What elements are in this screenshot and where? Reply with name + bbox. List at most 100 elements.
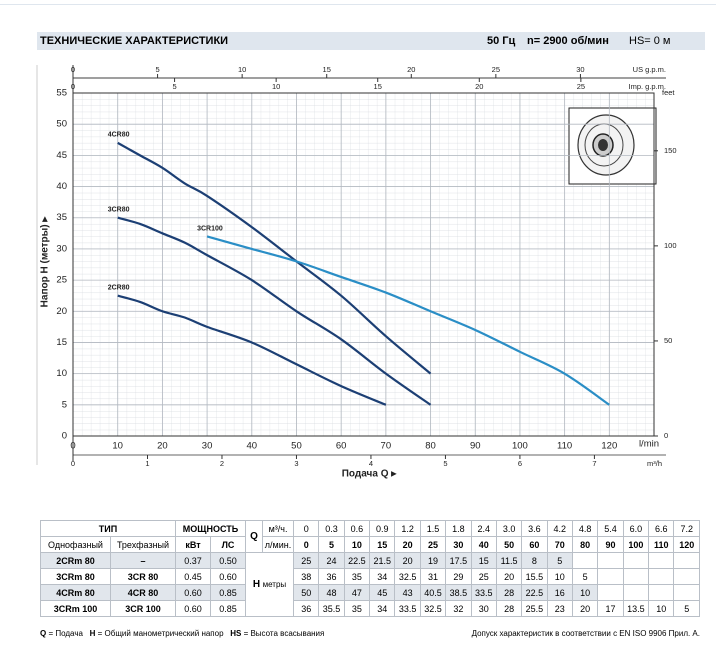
head-value: 50 (293, 584, 320, 601)
y-axis-label: Напор H (метры) ▸ (40, 216, 51, 308)
sub-header: ЛС (209, 536, 247, 553)
head-value: 25.5 (521, 600, 548, 617)
secondary-tick-label: 30 (576, 65, 584, 74)
secondary-tick-label: 10 (272, 82, 280, 91)
x-tick-label: 110 (557, 441, 572, 452)
head-value: 24 (318, 552, 345, 569)
secondary-tick-label: 0 (71, 459, 75, 468)
data-row: 4CRm 80 4CR 80 0.60 0.85 50 48 47 45 43 40.5 38.5 3… (40, 584, 700, 601)
speed: n= 2900 об/мин (527, 35, 609, 47)
secondary-tick-label: 5 (155, 65, 159, 74)
head-value: 36 (293, 600, 320, 617)
head-value: 21.5 (369, 552, 396, 569)
pump-curve (206, 235, 610, 406)
secondary-tick-label: 6 (518, 459, 522, 468)
flow-m3h: 1.2 (394, 520, 421, 537)
sub-header: кВт (175, 536, 211, 553)
group-header: ТИП (40, 520, 176, 537)
empty-cell (673, 552, 700, 569)
head-value: 25 (293, 552, 320, 569)
secondary-tick-label: 0 (664, 431, 668, 440)
x-tick-label: 80 (425, 441, 436, 452)
head-value: 10 (546, 568, 573, 585)
secondary-tick-label: 50 (664, 336, 672, 345)
curve-label: 4CR80 (108, 132, 130, 139)
head-value: 5 (546, 552, 573, 569)
empty-cell (648, 552, 675, 569)
flow-lmin: 15 (369, 536, 396, 553)
power-kw: 0.60 (175, 600, 211, 617)
pump-curve (117, 141, 432, 375)
flow-lmin: 70 (546, 536, 573, 553)
data-row: 3CRm 80 3CR 80 0.45 0.60 38 36 35 34 32.5 31 29 25 2… (40, 568, 700, 585)
head-value: 34 (369, 600, 396, 617)
flow-m3h: 6.0 (622, 520, 650, 537)
flow-lmin: 10 (343, 536, 371, 553)
y-tick-label: 30 (56, 243, 67, 254)
head-value: 17.5 (445, 552, 472, 569)
y-tick-label: 5 (62, 399, 67, 410)
flow-m3h: 4.8 (571, 520, 599, 537)
sub-header: Однофазный (40, 536, 111, 553)
flow-lmin: 0 (293, 536, 320, 553)
x-tick-label: 10 (112, 441, 123, 452)
model-three: 3CR 80 (110, 568, 176, 585)
y-tick-label: 50 (56, 119, 67, 130)
flow-lmin: 5 (318, 536, 345, 553)
head-value: 43 (394, 584, 421, 601)
head-value: 22.5 (521, 584, 548, 601)
head-value: 30 (470, 600, 497, 617)
power-kw: 0.45 (175, 568, 211, 585)
head-value: 15.5 (521, 568, 548, 585)
flow-lmin: 90 (597, 536, 624, 553)
x-tick-label: 20 (157, 441, 168, 452)
head-value: 5 (673, 600, 700, 617)
model-single: 3CRm 80 (40, 568, 111, 585)
h-unit: метры (262, 580, 287, 589)
curve-label: 2CR80 (108, 285, 130, 292)
empty-cell (648, 568, 675, 585)
flow-lmin: 20 (394, 536, 421, 553)
head-value: 40.5 (419, 584, 447, 601)
head-value: 16 (546, 584, 573, 601)
x-tick-label: 50 (291, 441, 302, 452)
secondary-tick-label: 25 (492, 65, 500, 74)
flow-m3h: 5.4 (597, 520, 624, 537)
empty-cell (673, 568, 700, 585)
head-value: 28 (495, 584, 523, 601)
head-value: 20 (394, 552, 421, 569)
secondary-tick-label: 5 (443, 459, 447, 468)
secondary-tick-label: 100 (664, 241, 677, 250)
suction: HS= 0 м (629, 35, 671, 47)
model-single: 2CRm 80 (40, 552, 111, 569)
head-value: 34 (369, 568, 396, 585)
minor-grid (73, 93, 654, 436)
head-value: 20 (571, 600, 599, 617)
data-row: 3CRm 100 3CR 100 0.60 0.85 36 35.5 35 34 33.5 32.… (40, 600, 700, 617)
secondary-tick-label: 15 (323, 65, 331, 74)
x-tick-label: 90 (470, 441, 481, 452)
secondary-axis-label: m³/h (647, 459, 662, 468)
head-unit-cell: H метры (245, 552, 295, 617)
y-tick-label: 45 (56, 150, 67, 161)
chart: Напор H (метры) ▸ Подача Q ▸ l/min 01020… (36, 65, 677, 480)
empty-cell (597, 552, 624, 569)
head-value: 11.5 (495, 552, 523, 569)
empty-cell (648, 584, 675, 601)
head-value: 33.5 (394, 600, 421, 617)
q-unit: л/мин. (262, 536, 295, 553)
flow-m3h: 6.6 (648, 520, 675, 537)
head-value: 19 (419, 552, 447, 569)
secondary-tick-label: 20 (407, 65, 415, 74)
head-value: 47 (343, 584, 371, 601)
empty-cell (673, 584, 700, 601)
data-row: 2CRm 80–0.37 0.50 H метры 25 24 22.5 21.5 20 19 1… (40, 552, 700, 617)
flow-lmin: 110 (648, 536, 675, 553)
flow-m3h: 3.6 (521, 520, 548, 537)
x-tick-label: 30 (202, 441, 213, 452)
flow-lmin: 80 (571, 536, 599, 553)
group-header: МОЩНОСТЬ (174, 520, 247, 537)
empty-cell (622, 584, 650, 601)
